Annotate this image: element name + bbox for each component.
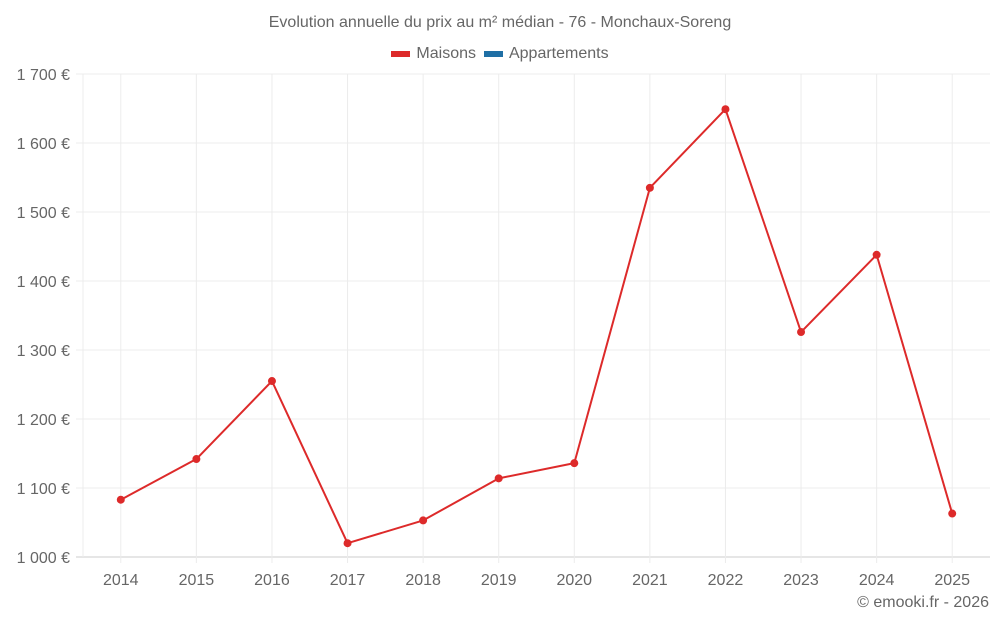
x-tick-label: 2019 xyxy=(481,572,517,589)
appartements-swatch-icon xyxy=(483,51,503,57)
x-tick-label: 2015 xyxy=(179,572,215,589)
series-line xyxy=(120,108,954,545)
chart-legend: Maisons Appartements xyxy=(0,45,1000,63)
y-tick-label: 1 100 € xyxy=(17,481,70,498)
x-axis: 2014 2015 2016 2017 2018 2019 2020 2021 2022 2023… xyxy=(103,572,970,589)
x-tick-label: 2024 xyxy=(859,572,895,589)
legend-label-maisons: Maisons xyxy=(416,45,476,62)
chart-title: Evolution annuelle du prix au m² médian … xyxy=(268,14,732,31)
y-axis: 1 000 € 1 100 € 1 200 € 1 300 € 1 400 € 1 500… xyxy=(17,67,70,567)
x-tick-label: 2014 xyxy=(103,572,139,589)
data-point[interactable] xyxy=(797,328,806,337)
data-point[interactable] xyxy=(419,516,428,525)
y-tick-label: 1 300 € xyxy=(17,343,70,360)
chart-grid xyxy=(76,73,990,563)
legend-item-appartements[interactable]: Appartements xyxy=(483,45,609,63)
x-tick-label: 2025 xyxy=(934,572,970,589)
maisons-swatch-icon xyxy=(391,51,411,57)
x-tick-label: 2020 xyxy=(556,572,592,589)
data-point[interactable] xyxy=(116,495,125,504)
legend-label-appartements: Appartements xyxy=(508,45,609,62)
data-point[interactable] xyxy=(948,509,957,518)
y-tick-label: 1 000 € xyxy=(17,550,70,567)
data-point[interactable] xyxy=(872,250,881,259)
x-tick-label: 2017 xyxy=(330,572,366,589)
y-tick-label: 1 700 € xyxy=(17,67,70,84)
copyright-footer: © emooki.fr - 2026 xyxy=(857,594,989,611)
series-maisons xyxy=(116,105,957,548)
x-tick-label: 2018 xyxy=(405,572,441,589)
x-tick-label: 2023 xyxy=(783,572,819,589)
legend-item-maisons[interactable]: Maisons xyxy=(391,45,476,63)
data-point[interactable] xyxy=(494,474,503,483)
y-tick-label: 1 200 € xyxy=(17,412,70,429)
data-point[interactable] xyxy=(343,539,352,548)
y-tick-label: 1 600 € xyxy=(17,136,70,153)
data-point[interactable] xyxy=(570,459,579,468)
data-point[interactable] xyxy=(721,105,730,114)
x-tick-label: 2021 xyxy=(632,572,668,589)
data-point[interactable] xyxy=(645,183,654,192)
y-tick-label: 1 500 € xyxy=(17,205,70,222)
x-tick-label: 2016 xyxy=(254,572,290,589)
data-point[interactable] xyxy=(192,455,201,464)
x-tick-label: 2022 xyxy=(708,572,744,589)
y-tick-label: 1 400 € xyxy=(17,274,70,291)
data-point[interactable] xyxy=(267,377,276,386)
